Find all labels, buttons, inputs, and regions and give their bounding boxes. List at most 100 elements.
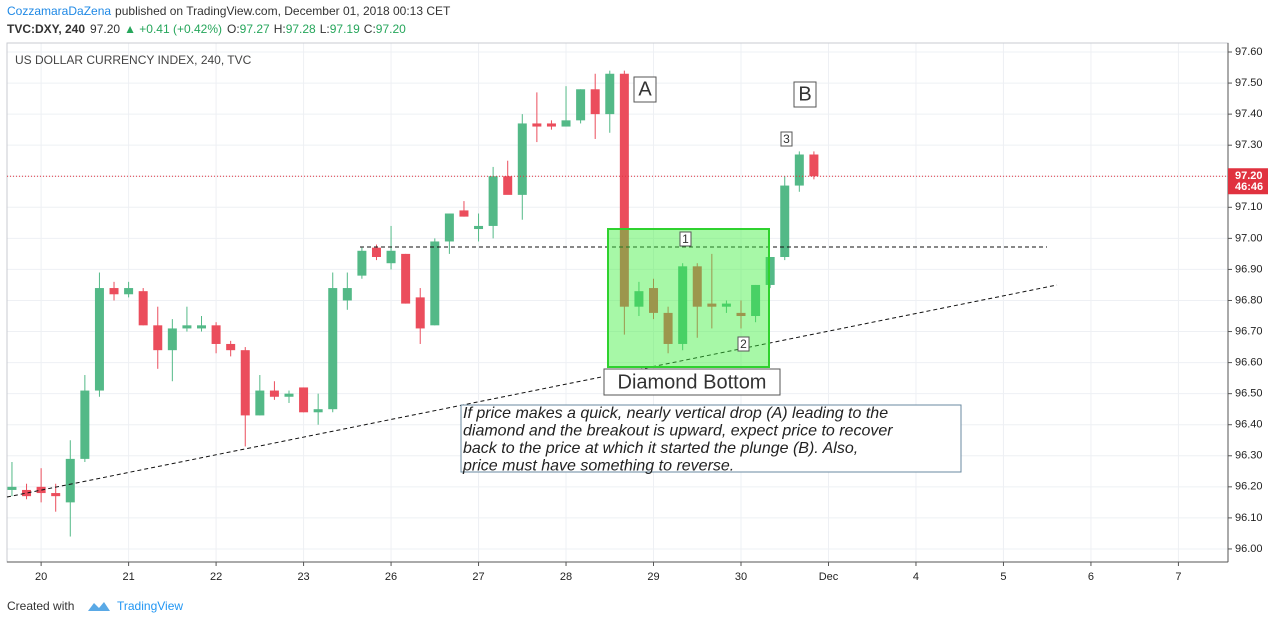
- label-box: [793, 81, 817, 108]
- label-a: A: [638, 78, 652, 100]
- high-label: H:: [274, 22, 286, 36]
- y-tick-label: 96.00: [1235, 543, 1263, 555]
- candle-body: [313, 409, 323, 413]
- open-label: O:: [227, 22, 240, 36]
- x-tick-label: 21: [122, 571, 134, 583]
- author[interactable]: CozzamaraDaZena: [7, 4, 111, 18]
- pattern-label: Diamond Bottom: [618, 371, 767, 393]
- candle-body: [649, 288, 659, 313]
- note-line: If price makes a quick, nearly vertical …: [463, 405, 888, 422]
- label-2: 2: [740, 337, 747, 351]
- y-tick-label: 96.80: [1235, 294, 1263, 306]
- candle-body: [590, 89, 600, 115]
- y-tick-label: 96.40: [1235, 419, 1263, 431]
- candle-body: [678, 266, 688, 344]
- label-1: 1: [682, 232, 689, 246]
- close-label: C:: [364, 22, 376, 36]
- candle-body: [474, 225, 484, 230]
- y-tick-label: 96.50: [1235, 388, 1263, 400]
- candle-body: [226, 343, 236, 351]
- candle-body: [240, 350, 250, 416]
- x-tick-label: 30: [735, 571, 747, 583]
- label-3: 3: [783, 132, 790, 146]
- x-tick-label: Dec: [819, 571, 839, 583]
- published: published on TradingView.com, December 0…: [115, 4, 451, 18]
- y-tick-label: 97.60: [1235, 46, 1263, 58]
- open-value: 97.27: [240, 22, 270, 36]
- footer: Created with TradingView: [7, 599, 183, 613]
- x-tick-label: 23: [297, 571, 309, 583]
- candle-body: [532, 123, 542, 127]
- candle-body: [634, 291, 644, 307]
- x-tick-label: 26: [385, 571, 397, 583]
- price-tag-label: 97.20: [1235, 170, 1263, 182]
- candle-body: [619, 73, 629, 307]
- candle-body: [299, 387, 309, 413]
- note-line: back to the price at which it started th…: [463, 440, 858, 457]
- candle-body: [707, 303, 717, 307]
- candle-body: [124, 288, 134, 295]
- candle-body: [459, 210, 469, 217]
- candle-body: [576, 89, 586, 121]
- candle-body: [736, 312, 746, 317]
- candle-body: [430, 241, 440, 326]
- y-tick-label: 97.50: [1235, 77, 1263, 89]
- candle-body: [809, 154, 819, 177]
- label-box: [737, 336, 750, 352]
- candle-body: [65, 458, 75, 503]
- low-value: 97.19: [330, 22, 360, 36]
- grid: [7, 43, 1228, 562]
- candle-body: [51, 493, 61, 497]
- chart-title: US DOLLAR CURRENCY INDEX, 240, TVC: [15, 53, 252, 67]
- y-tick-label: 97.40: [1235, 108, 1263, 120]
- countdown: 46:46: [1235, 181, 1263, 193]
- candle-body: [780, 185, 790, 257]
- candle-body: [342, 288, 352, 301]
- publish-line: CozzamaraDaZena published on TradingView.…: [7, 4, 451, 18]
- candle-body: [605, 73, 615, 115]
- y-tick-label: 96.10: [1235, 512, 1263, 524]
- note-line: price must have something to reverse.: [462, 458, 734, 475]
- candle-body: [153, 325, 163, 351]
- note-box: [460, 404, 962, 473]
- y-tick-label: 96.20: [1235, 481, 1263, 493]
- candle-body: [561, 120, 571, 127]
- symbol-line: TVC:DXY, 240 97.20 ▲ +0.41 (+0.42%) O:97.27…: [7, 22, 406, 36]
- x-tick-label: 5: [1000, 571, 1006, 583]
- x-tick-label: 27: [472, 571, 484, 583]
- candle-body: [488, 176, 498, 226]
- x-tick-label: 20: [35, 571, 47, 583]
- note: If price makes a quick, nearly vertical …: [462, 405, 893, 475]
- x-tick-label: 22: [210, 571, 222, 583]
- candle-body: [663, 312, 673, 344]
- candle-body: [138, 291, 148, 326]
- candle-body: [794, 154, 804, 186]
- high-value: 97.28: [286, 22, 316, 36]
- brand[interactable]: TradingView: [117, 599, 183, 613]
- candle-body: [94, 288, 104, 391]
- candle-body: [721, 303, 731, 307]
- note-line: diamond and the breakout is upward, expe…: [463, 423, 893, 440]
- change: ▲ +0.41 (+0.42%): [124, 22, 222, 36]
- symbol: TVC:DXY, 240: [7, 22, 85, 36]
- label-box: [780, 131, 793, 147]
- candle-body: [357, 250, 367, 276]
- candle-body: [401, 253, 411, 304]
- low-label: L:: [320, 22, 330, 36]
- x-tick-label: 29: [647, 571, 659, 583]
- candle-body: [692, 266, 702, 307]
- y-tick-label: 97.10: [1235, 201, 1263, 213]
- tv-logo: [88, 602, 110, 611]
- candle-body: [182, 325, 192, 329]
- label-box: [633, 76, 657, 103]
- close-value: 97.20: [376, 22, 406, 36]
- trend-line: [6, 284, 1058, 498]
- last-price: 97.20: [90, 22, 120, 36]
- y-tick-label: 96.90: [1235, 263, 1263, 275]
- candle-body: [80, 390, 90, 459]
- candle-body: [371, 247, 381, 257]
- label-b: B: [798, 83, 811, 105]
- candle-body: [255, 390, 265, 416]
- candles: [7, 70, 819, 537]
- candle-body: [167, 328, 177, 351]
